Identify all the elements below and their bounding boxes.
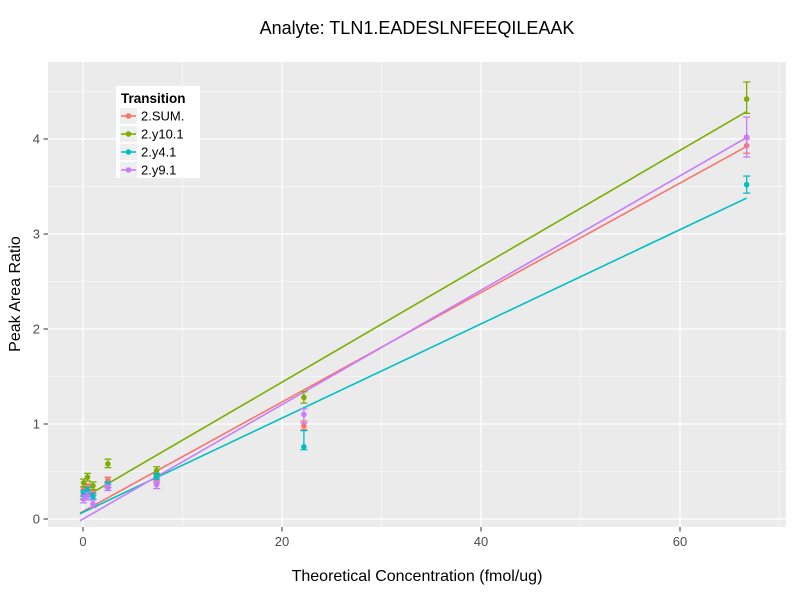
data-point <box>743 181 750 188</box>
fit-line-2-y9-1 <box>79 136 748 522</box>
y-tick-label: 0 <box>33 512 40 527</box>
chart-title: Analyte: TLN1.EADESLNFEEQILEAAK <box>260 18 575 38</box>
fit-line-2-y4-1 <box>79 197 748 515</box>
fit-line-2-y10-1 <box>79 110 748 501</box>
data-point <box>153 473 160 480</box>
legend-key-point <box>125 131 132 137</box>
data-point <box>90 493 96 500</box>
data-point <box>105 461 111 467</box>
legend-key-point <box>125 149 132 155</box>
data-point <box>301 394 307 401</box>
legend-label: 2.SUM. <box>141 109 184 124</box>
legend-label: 2.y9.1 <box>141 163 176 178</box>
data-point <box>90 482 96 489</box>
fit-lines <box>79 110 748 522</box>
y-tick-label: 4 <box>33 132 40 147</box>
legend-label: 2.y10.1 <box>141 127 184 142</box>
data-point <box>84 474 91 481</box>
data-point <box>301 411 307 418</box>
data-point <box>743 96 750 102</box>
legend-label: 2.y4.1 <box>141 145 176 160</box>
x-tick-label: 20 <box>275 534 289 549</box>
legend-title: Transition <box>121 91 186 106</box>
y-tick-label: 1 <box>33 417 40 432</box>
data-point <box>301 444 307 450</box>
plot-layers: 0 20 40 60 0 1 2 3 4 Transition 2.SUM. 2.y10.1 2.y4.… <box>33 62 786 549</box>
x-tick-label: 40 <box>474 534 488 549</box>
data-point <box>743 134 750 140</box>
data-point <box>105 484 111 491</box>
legend-key-point <box>125 167 132 173</box>
data-point <box>90 501 96 507</box>
data-point <box>301 423 307 429</box>
legend-item-2-y10-1: 2.y10.1 <box>120 126 184 142</box>
axes: 0 20 40 60 0 1 2 3 4 <box>33 132 687 550</box>
x-tick-label: 0 <box>79 534 86 549</box>
y-axis-title: Peak Area Ratio <box>7 236 24 352</box>
data-point <box>84 493 91 500</box>
y-tick-label: 2 <box>33 322 40 337</box>
data-point <box>153 482 160 488</box>
data-point <box>153 467 160 474</box>
x-tick-label: 60 <box>673 534 687 549</box>
series-2-y9-1 <box>80 116 751 509</box>
legend-item-2-y9-1: 2.y9.1 <box>120 162 176 178</box>
legend-item-2-y4-1: 2.y4.1 <box>120 144 176 160</box>
y-tick-label: 3 <box>33 227 40 242</box>
legend: Transition 2.SUM. 2.y10.1 2.y4.1 2.y9.1 <box>116 86 200 178</box>
legend-item-2-sum-: 2.SUM. <box>120 108 184 124</box>
legend-key-point <box>125 113 132 119</box>
x-axis-title: Theoretical Concentration (fmol/ug) <box>292 568 543 585</box>
